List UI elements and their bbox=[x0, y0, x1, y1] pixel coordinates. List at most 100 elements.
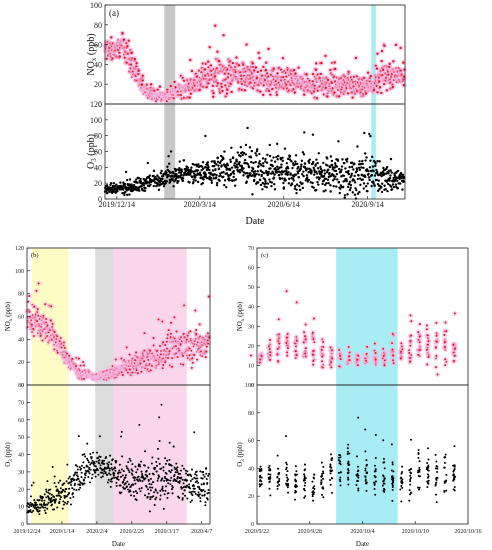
data-point bbox=[47, 501, 50, 504]
data-point bbox=[367, 169, 370, 173]
data-point bbox=[139, 177, 142, 181]
data-point bbox=[140, 370, 143, 373]
data-point bbox=[37, 282, 40, 285]
data-point bbox=[297, 66, 300, 69]
data-point bbox=[364, 159, 367, 162]
data-point bbox=[249, 172, 252, 175]
data-point bbox=[229, 172, 233, 176]
data-point bbox=[39, 334, 42, 337]
data-point bbox=[152, 174, 155, 178]
data-point bbox=[123, 193, 126, 197]
data-point bbox=[268, 178, 271, 181]
data-point bbox=[71, 492, 74, 495]
data-point bbox=[221, 89, 224, 93]
x-tick-label: 2019/12/14 bbox=[99, 200, 135, 209]
data-point bbox=[333, 61, 337, 64]
data-point bbox=[162, 184, 166, 188]
data-point bbox=[343, 161, 346, 165]
data-point bbox=[219, 174, 222, 177]
data-point bbox=[354, 187, 357, 190]
data-point bbox=[82, 461, 85, 464]
data-point bbox=[248, 146, 252, 149]
data-point bbox=[63, 494, 66, 497]
data-point bbox=[188, 354, 191, 357]
data-point bbox=[295, 183, 299, 186]
data-point bbox=[326, 95, 329, 98]
data-point bbox=[364, 92, 368, 95]
highlight-band bbox=[371, 5, 376, 199]
data-point bbox=[275, 93, 279, 97]
data-point bbox=[120, 357, 123, 360]
data-point bbox=[275, 168, 278, 172]
data-point bbox=[353, 162, 356, 166]
data-point bbox=[128, 178, 132, 181]
data-point bbox=[169, 150, 173, 153]
data-point bbox=[142, 182, 145, 185]
data-point bbox=[222, 175, 225, 179]
data-point bbox=[30, 504, 33, 507]
data-point bbox=[375, 178, 379, 182]
data-point bbox=[68, 354, 71, 357]
data-point bbox=[333, 177, 336, 181]
data-point bbox=[124, 190, 127, 194]
data-point bbox=[51, 465, 54, 468]
data-point bbox=[264, 182, 268, 185]
data-point bbox=[105, 189, 108, 193]
data-point bbox=[287, 171, 290, 174]
data-point bbox=[208, 45, 211, 49]
data-point bbox=[319, 165, 322, 169]
data-point bbox=[265, 171, 268, 175]
data-point bbox=[192, 181, 195, 184]
data-point bbox=[316, 180, 319, 184]
data-point bbox=[70, 483, 73, 486]
data-point bbox=[368, 178, 371, 182]
data-point bbox=[350, 174, 353, 177]
data-point bbox=[392, 176, 395, 180]
data-point bbox=[32, 481, 35, 484]
data-point bbox=[242, 174, 245, 177]
data-point bbox=[225, 185, 228, 189]
data-point bbox=[263, 178, 267, 181]
data-point bbox=[209, 64, 213, 67]
data-point bbox=[362, 187, 365, 190]
data-point bbox=[79, 486, 82, 489]
data-point bbox=[372, 181, 375, 185]
data-point bbox=[361, 162, 364, 166]
data-point bbox=[175, 330, 178, 333]
data-point bbox=[141, 74, 144, 77]
data-point bbox=[257, 173, 261, 176]
data-point bbox=[175, 173, 178, 176]
data-point bbox=[201, 181, 205, 185]
data-point bbox=[231, 179, 234, 183]
data-point bbox=[203, 68, 207, 71]
data-point bbox=[215, 173, 218, 177]
data-point bbox=[84, 455, 87, 458]
data-point bbox=[168, 162, 171, 165]
data-point bbox=[335, 165, 339, 168]
data-point bbox=[177, 171, 181, 174]
data-point bbox=[320, 61, 323, 65]
y-tick-label: 20 bbox=[94, 179, 102, 188]
data-point bbox=[214, 168, 217, 171]
data-point bbox=[152, 184, 156, 188]
data-point bbox=[373, 174, 377, 177]
data-point bbox=[243, 158, 247, 162]
data-point bbox=[275, 155, 278, 159]
data-point bbox=[144, 186, 147, 190]
data-point bbox=[306, 176, 309, 179]
data-point bbox=[283, 147, 287, 150]
data-point bbox=[258, 56, 261, 60]
data-point bbox=[350, 172, 354, 175]
data-point bbox=[234, 165, 238, 168]
data-point bbox=[53, 501, 56, 504]
data-point bbox=[314, 163, 317, 166]
data-point bbox=[359, 183, 362, 187]
data-point bbox=[229, 82, 232, 86]
data-point bbox=[128, 368, 131, 371]
data-point bbox=[55, 485, 58, 488]
data-point bbox=[205, 166, 208, 169]
data-point bbox=[365, 168, 369, 171]
data-point bbox=[207, 295, 210, 298]
data-point bbox=[172, 185, 175, 188]
data-point bbox=[64, 490, 67, 493]
